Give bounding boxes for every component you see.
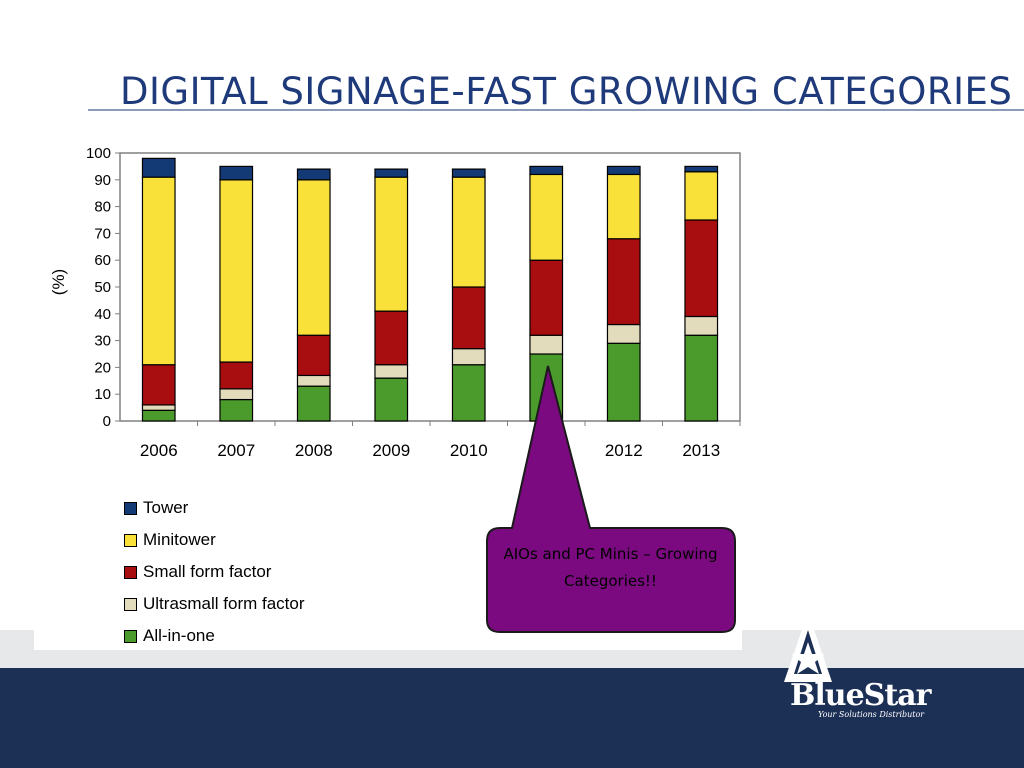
- legend-swatch: [124, 501, 137, 515]
- y-tick-label: 80: [94, 199, 111, 216]
- y-tick-label: 70: [94, 225, 111, 242]
- bar-segment-tower-2008: [296, 168, 331, 181]
- legend-label: Tower: [143, 498, 189, 517]
- bar-segment-all-in-one-2010: [451, 364, 486, 422]
- bar-segment-all-in-one-2009: [374, 377, 409, 422]
- bar-segment-small-form-factor-2013: [684, 219, 719, 318]
- bar-segment-tower-2007: [219, 165, 254, 181]
- bar-segment-all-in-one-2013: [684, 334, 719, 422]
- footer-band-dark: [0, 668, 1024, 768]
- bar-segment-minitower-2009: [374, 176, 409, 312]
- legend-swatch: [124, 533, 137, 547]
- bar-segment-small-form-factor-2009: [374, 310, 409, 366]
- y-axis-label: (%): [49, 269, 68, 295]
- y-tick-label: 50: [94, 279, 111, 296]
- y-tick-label: 10: [94, 386, 111, 403]
- stacked-bar-chart: 0 10 20 30 40 50 60 70 80 90 100 (%) 2006 2007 2008 200…: [49, 145, 741, 460]
- legend-swatch: [124, 565, 137, 579]
- chart-legend: Tower Minitower Small form factor Ultrasmal…: [124, 492, 305, 652]
- y-tick-label: 20: [94, 359, 111, 376]
- bar-segment-tower-2012: [606, 165, 641, 176]
- bar-segment-minitower-2008: [296, 179, 331, 336]
- y-tick-label: 100: [86, 145, 111, 162]
- bar-segment-minitower-2006: [141, 176, 176, 366]
- bar-segment-tower-2011: [529, 165, 564, 176]
- legend-label: All-in-one: [143, 626, 215, 645]
- y-tick-label: 30: [94, 333, 111, 350]
- legend-label: Minitower: [143, 530, 216, 549]
- bluestar-logo-icon: [784, 612, 832, 682]
- legend-label: Ultrasmall form factor: [143, 594, 305, 613]
- legend-item: Ultrasmall form factor: [124, 588, 305, 620]
- bar-segment-tower-2010: [451, 168, 486, 178]
- legend-item: Minitower: [124, 524, 305, 556]
- y-tick-label: 40: [94, 306, 111, 323]
- legend-swatch: [124, 629, 137, 643]
- x-tick-label: 2007: [217, 441, 255, 460]
- y-tick-label: 0: [103, 413, 111, 430]
- y-tick-label: 90: [94, 172, 111, 189]
- x-tick-label: 2012: [605, 441, 643, 460]
- x-tick-label: 2013: [682, 441, 720, 460]
- legend-item: Tower: [124, 492, 305, 524]
- bar-segment-all-in-one-2008: [296, 385, 331, 422]
- bar-segment-minitower-2012: [606, 173, 641, 240]
- logo-wordmark: BlueStar: [790, 678, 931, 713]
- x-tick-label: 2010: [450, 441, 488, 460]
- legend-item: All-in-one: [124, 620, 305, 652]
- bar-segment-small-form-factor-2011: [529, 259, 564, 336]
- legend-item: Small form factor: [124, 556, 305, 588]
- y-tick-label: 60: [94, 252, 111, 269]
- x-tick-label: 2009: [372, 441, 410, 460]
- bar-segment-tower-2009: [374, 168, 409, 178]
- chart-card: 0 10 20 30 40 50 60 70 80 90 100 (%) 2006 2007 2008 200…: [34, 140, 742, 650]
- bar-segment-small-form-factor-2008: [296, 334, 331, 377]
- x-tick-label: 2008: [295, 441, 333, 460]
- slide-title: DIGITAL SIGNAGE-FAST GROWING CATEGORIES: [120, 70, 1013, 113]
- legend-label: Small form factor: [143, 562, 272, 581]
- x-tick-label: 2006: [140, 441, 178, 460]
- logo-tagline: Your Solutions Distributor: [818, 710, 925, 719]
- bar-segment-all-in-one-2012: [606, 342, 641, 422]
- title-underline: [88, 109, 1024, 111]
- bar-segment-tower-2006: [141, 157, 176, 178]
- callout-text: AIOs and PC Minis – Growing Categories!!: [503, 545, 718, 590]
- bar-segment-small-form-factor-2010: [451, 286, 486, 350]
- legend-swatch: [124, 597, 137, 611]
- bar-segment-tower-2013: [684, 165, 719, 173]
